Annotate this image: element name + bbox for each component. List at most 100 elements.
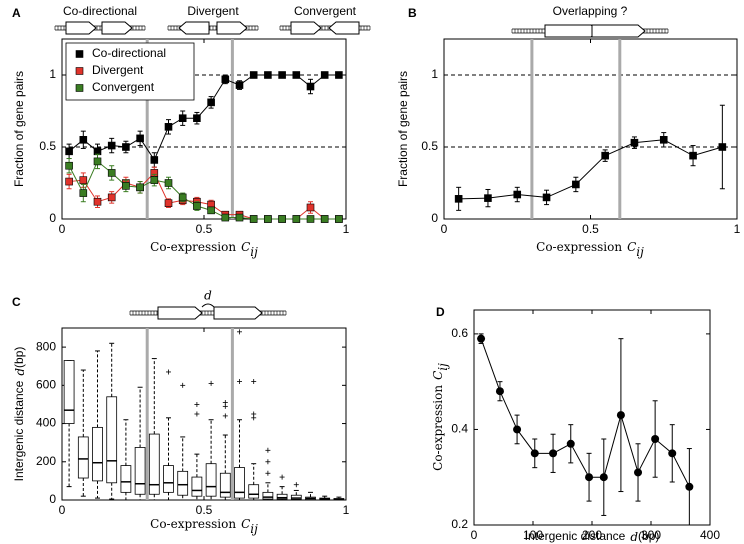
panel-letter: B — [408, 6, 417, 20]
marker — [79, 136, 88, 144]
legend-box — [65, 42, 195, 101]
box — [234, 467, 245, 499]
marker — [164, 123, 173, 131]
marker — [65, 161, 73, 170]
marker — [634, 468, 643, 477]
y-tick-label: 0 — [431, 211, 438, 225]
marker — [630, 138, 639, 147]
label-subscript: ij — [436, 363, 450, 371]
marker — [278, 71, 286, 79]
outlier — [265, 470, 271, 476]
outlier — [237, 379, 242, 385]
label-subscript: ij — [250, 522, 258, 536]
y-tick-label: 0.4 — [451, 422, 468, 436]
marker — [264, 71, 272, 79]
marker — [585, 473, 594, 482]
marker — [320, 71, 329, 79]
x-tick-label: 100 — [523, 528, 543, 542]
label-text: Intergenic distance — [525, 529, 626, 543]
diagram-label: Co-directional — [63, 4, 137, 18]
outlier — [293, 482, 299, 488]
marker — [292, 215, 301, 223]
label-symbol: d — [13, 368, 27, 376]
marker — [178, 193, 187, 202]
diagram-label: Divergent — [187, 4, 239, 18]
outlier — [237, 329, 242, 335]
outlier — [194, 411, 200, 417]
outlier — [180, 382, 186, 388]
box — [163, 465, 174, 493]
box — [248, 484, 260, 499]
label-text: Co-expression — [150, 517, 236, 531]
outlier — [222, 413, 228, 419]
marker — [207, 98, 215, 107]
axis-label: Co-expression Cij — [150, 517, 258, 536]
marker — [477, 334, 486, 343]
marker — [549, 449, 558, 458]
box — [120, 465, 132, 493]
label-text: Intergenic distance — [12, 380, 26, 481]
series-line — [480, 338, 690, 488]
box — [177, 470, 189, 496]
label-symbol: d — [630, 530, 638, 544]
gene-arrow — [216, 21, 248, 35]
marker — [718, 143, 727, 151]
marker — [572, 180, 580, 189]
marker — [107, 193, 116, 202]
outlier — [166, 369, 171, 375]
marker — [235, 213, 244, 222]
panel-letter: A — [12, 6, 21, 20]
y-tick-label: 0 — [49, 211, 56, 225]
gene-arrow — [290, 21, 322, 35]
x-tick-label: 0.5 — [196, 222, 213, 236]
marker — [79, 189, 88, 197]
gene-arrow — [101, 21, 133, 35]
marker — [689, 151, 697, 160]
label-text: Co-expression — [150, 240, 236, 254]
plot-frame — [473, 309, 711, 526]
x-tick-label: 200 — [582, 528, 602, 542]
outlier — [251, 379, 257, 385]
label-subscript: ij — [250, 245, 258, 259]
marker — [651, 435, 660, 443]
y-tick-label: 200 — [36, 454, 56, 468]
box — [262, 491, 274, 500]
marker — [150, 176, 159, 184]
outlier — [251, 411, 257, 417]
box — [77, 436, 89, 479]
box — [191, 476, 203, 497]
marker — [264, 215, 272, 223]
marker — [249, 71, 258, 79]
outlier — [222, 400, 228, 406]
diagram-label: Overlapping ? — [553, 4, 628, 18]
box — [92, 426, 103, 482]
x-tick-label: 0 — [59, 222, 66, 236]
label-text: Fraction of gene pairs — [396, 71, 410, 187]
outlier — [279, 474, 285, 480]
marker — [107, 169, 116, 177]
outlier — [265, 459, 271, 465]
marker — [79, 176, 88, 184]
y-tick-label: 0.6 — [451, 326, 468, 340]
marker — [454, 195, 463, 203]
marker — [178, 114, 187, 122]
marker — [122, 182, 130, 190]
x-tick-label: 300 — [641, 528, 661, 542]
gene-arrow — [178, 21, 210, 35]
label-symbol: C — [241, 240, 250, 254]
box — [205, 463, 217, 497]
legend-label: Divergent — [92, 63, 144, 77]
panel-letter: C — [12, 295, 21, 309]
marker — [207, 206, 215, 215]
axis-label: Intergenic distance d(bp) — [12, 347, 26, 482]
marker — [164, 179, 173, 187]
label-subscript: ij — [636, 245, 644, 259]
marker — [306, 215, 315, 223]
x-tick-label: 0 — [441, 222, 448, 236]
marker — [668, 449, 677, 458]
x-tick-label: 1 — [734, 222, 741, 236]
axis-label: Co-expression Cij — [536, 240, 644, 259]
marker — [335, 71, 343, 79]
marker — [513, 425, 522, 434]
marker — [107, 141, 116, 150]
